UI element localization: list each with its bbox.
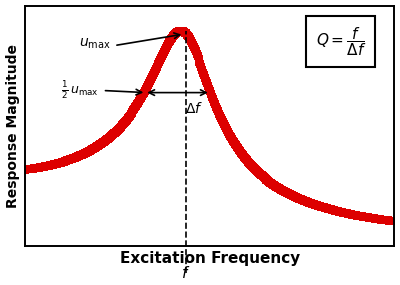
Text: $\Delta f$: $\Delta f$	[185, 101, 203, 116]
X-axis label: Excitation Frequency: Excitation Frequency	[120, 251, 300, 266]
Text: $f$: $f$	[182, 265, 191, 281]
Text: $u_{\mathrm{max}}$: $u_{\mathrm{max}}$	[79, 36, 110, 51]
Text: $\frac{1}{2}\,u_{\mathrm{max}}$: $\frac{1}{2}\,u_{\mathrm{max}}$	[61, 80, 99, 101]
Text: $Q = \dfrac{f}{\Delta f}$: $Q = \dfrac{f}{\Delta f}$	[316, 25, 366, 58]
Y-axis label: Response Magnitude: Response Magnitude	[6, 44, 20, 208]
